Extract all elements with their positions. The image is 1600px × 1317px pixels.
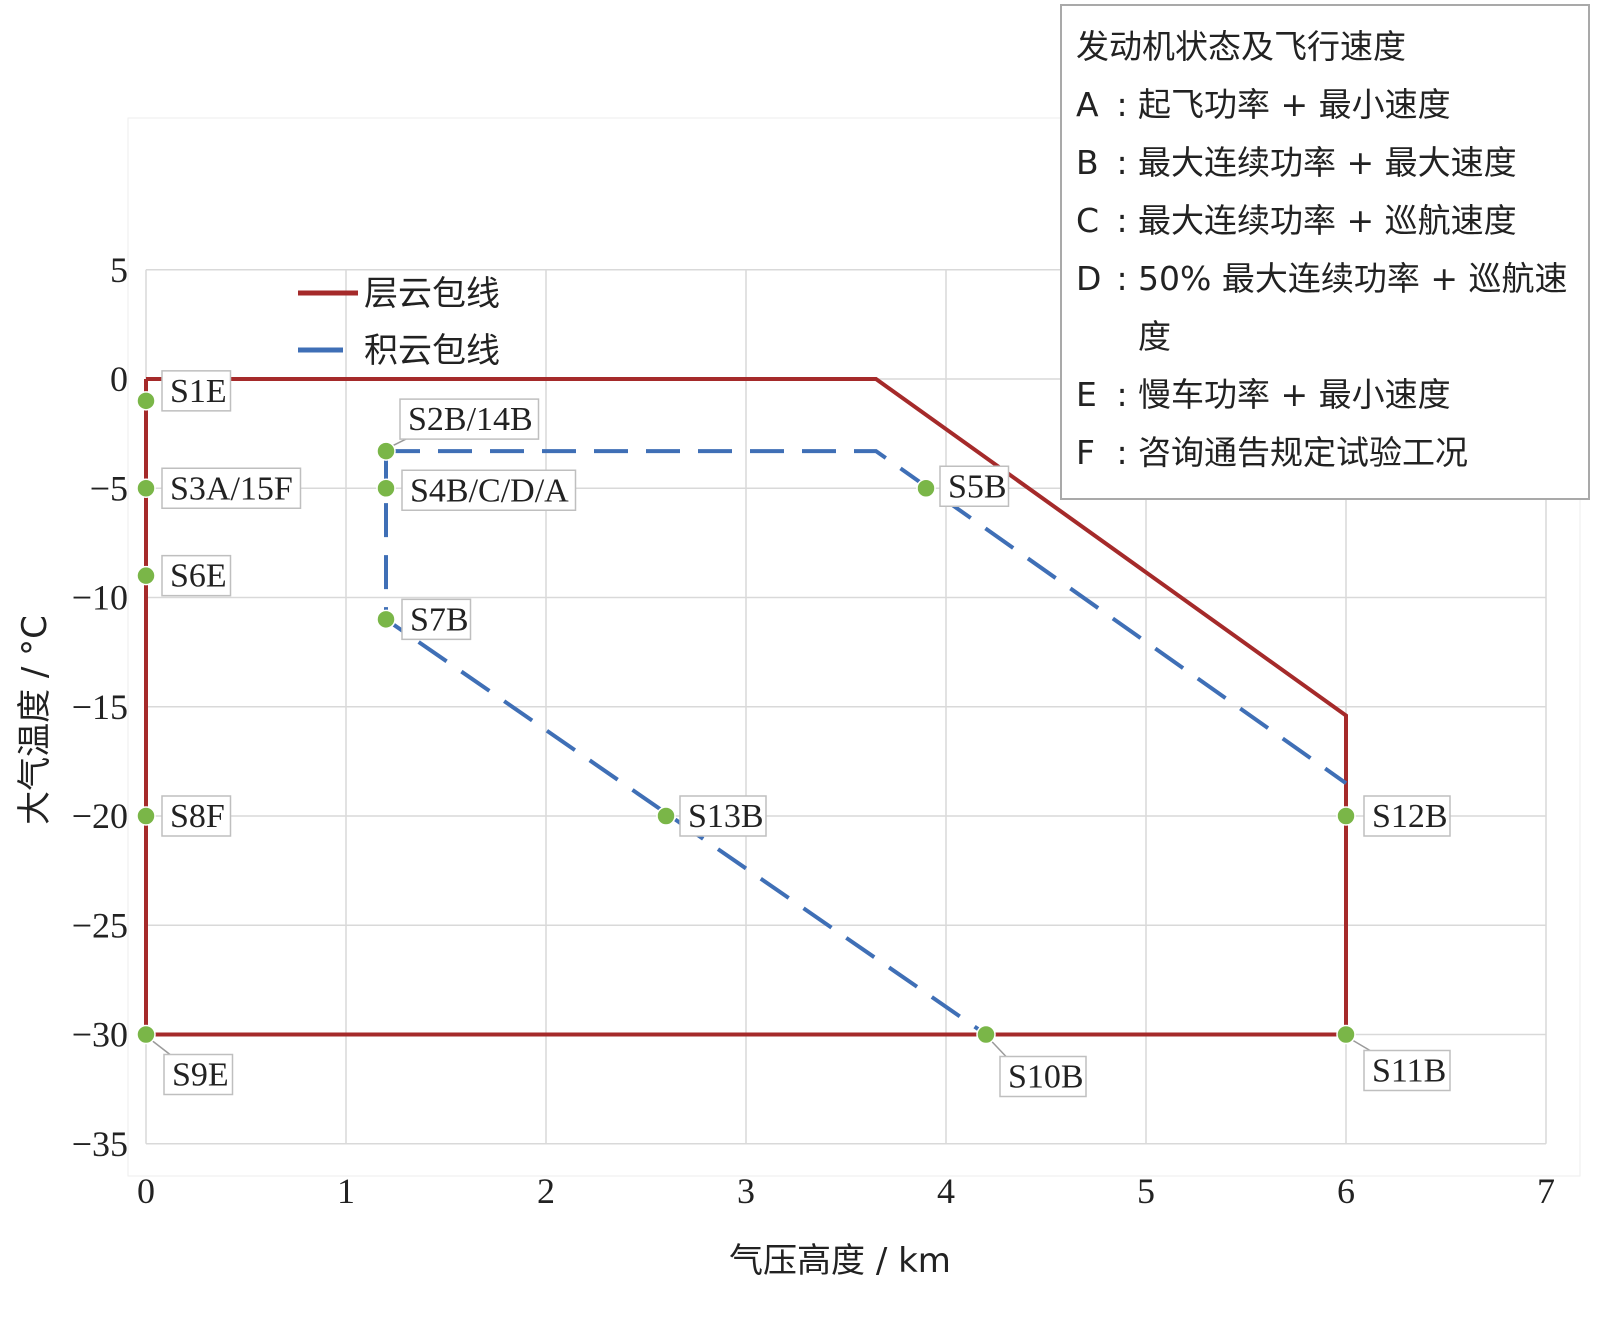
series-line-stratus [144, 377, 1348, 1037]
y-tick-label: −15 [72, 687, 128, 727]
condition-legend-title: 发动机状态及飞行速度 [1076, 27, 1406, 66]
y-tick-label: −20 [72, 796, 128, 836]
condition-item-f: F : 咨询通告规定试验工况 [1076, 424, 1576, 482]
point-label-box [163, 1053, 234, 1096]
y-tick-labels: 5 0 −5 −10 −15 −20 −25 −30 −35 [72, 250, 128, 1164]
condition-separator: : [1116, 259, 1128, 298]
point-label-box [161, 467, 302, 509]
condition-text: 50% 最大连续功率 + 巡航速度 [1138, 259, 1568, 356]
x-tick-label: 2 [537, 1171, 555, 1211]
condition-code: A [1076, 85, 1099, 124]
condition-separator: : [1116, 201, 1128, 240]
point-label-box [161, 370, 232, 412]
condition-item-c: C : 最大连续功率 + 巡航速度 [1076, 192, 1576, 250]
point-label-box [939, 465, 1010, 507]
x-tick-labels: 0 1 2 3 4 5 6 7 [137, 1171, 1555, 1211]
legend-label-cumulus: 积云包线 [364, 331, 500, 371]
data-point-marker [136, 391, 156, 411]
x-tick-label: 7 [1537, 1171, 1555, 1211]
point-label-box [679, 795, 767, 837]
y-tick-label: −10 [72, 578, 128, 618]
point-label: S7B [410, 601, 469, 638]
y-tick-label: −35 [72, 1124, 128, 1164]
condition-separator: : [1116, 143, 1128, 182]
condition-separator: : [1116, 85, 1128, 124]
point-label: S1E [170, 373, 227, 410]
point-label: S6E [170, 558, 227, 595]
condition-text: 最大连续功率 + 最大速度 [1138, 143, 1517, 182]
condition-text: 咨询通告规定试验工况 [1138, 433, 1468, 472]
condition-code: D [1076, 259, 1102, 298]
data-point-marker [376, 478, 396, 498]
data-point-marker [136, 565, 156, 586]
data-point-marker [656, 806, 676, 826]
data-point-marker [916, 478, 936, 498]
data-point-marker [1336, 1024, 1356, 1045]
x-tick-label: 5 [1137, 1171, 1155, 1211]
y-tick-label: −5 [90, 468, 128, 508]
point-label: S12B [1372, 798, 1448, 835]
condition-code: E [1076, 375, 1097, 414]
data-point-marker [376, 609, 396, 630]
point-label-box [401, 469, 577, 511]
point-label: S5B [948, 468, 1007, 505]
point-label: S4B/C/D/A [410, 472, 569, 509]
y-tick-label: −25 [72, 905, 128, 945]
data-point-marker [1336, 806, 1356, 826]
point-label-box [161, 795, 232, 837]
condition-separator: : [1116, 375, 1128, 414]
condition-item-e: E : 慢车功率 + 最小速度 [1076, 366, 1576, 424]
y-tick-label: 5 [110, 250, 128, 290]
y-tick-label: 0 [110, 359, 128, 399]
condition-legend-box: 发动机状态及飞行速度 A : 起飞功率 + 最小速度 B : 最大连续功率 + … [1060, 4, 1590, 500]
condition-code: C [1076, 201, 1100, 240]
point-label: S10B [1008, 1059, 1084, 1096]
point-label-box [999, 1055, 1087, 1098]
data-point-marker [136, 1024, 156, 1045]
data-point-marker [976, 1024, 996, 1045]
legend: 层云包线 积云包线 [298, 274, 500, 371]
condition-separator: : [1116, 433, 1128, 472]
x-tick-label: 4 [937, 1171, 955, 1211]
point-group: S1E S3A/15F S6E S8F S9E S2B/14B S4B/C/D/A S7B S5… [136, 370, 1451, 1098]
condition-text: 最大连续功率 + 巡航速度 [1138, 201, 1517, 240]
point-label: S11B [1372, 1053, 1446, 1090]
condition-code: B [1076, 143, 1099, 182]
data-point-marker [136, 806, 156, 826]
condition-code: F [1076, 433, 1095, 472]
point-label: S13B [688, 798, 764, 835]
condition-text: 慢车功率 + 最小速度 [1138, 375, 1451, 414]
point-label-box [1363, 1049, 1451, 1092]
point-label: S2B/14B [408, 401, 533, 438]
x-tick-label: 1 [337, 1171, 355, 1211]
condition-item-a: A : 起飞功率 + 最小速度 [1076, 76, 1576, 134]
condition-item-d: D : 50% 最大连续功率 + 巡航速度 [1076, 250, 1576, 366]
y-axis-title: 大气温度 / °C [15, 615, 55, 825]
point-label-box [1363, 795, 1451, 837]
x-tick-label: 6 [1337, 1171, 1355, 1211]
y-tick-label: −30 [72, 1015, 128, 1055]
data-point-marker [136, 478, 156, 498]
condition-text: 起飞功率 + 最小速度 [1138, 85, 1451, 124]
point-label: S8F [170, 798, 225, 835]
x-axis-title: 气压高度 / km [729, 1241, 951, 1281]
legend-label-stratus: 层云包线 [364, 274, 500, 314]
point-label-box [401, 598, 472, 641]
x-tick-label: 3 [737, 1171, 755, 1211]
point-label-box [161, 554, 232, 597]
point-label: S9E [172, 1057, 229, 1094]
data-point-marker [376, 441, 396, 461]
x-tick-label: 0 [137, 1171, 155, 1211]
point-label: S3A/15F [170, 470, 293, 507]
point-label-box [399, 398, 540, 440]
condition-item-b: B : 最大连续功率 + 最大速度 [1076, 134, 1576, 192]
